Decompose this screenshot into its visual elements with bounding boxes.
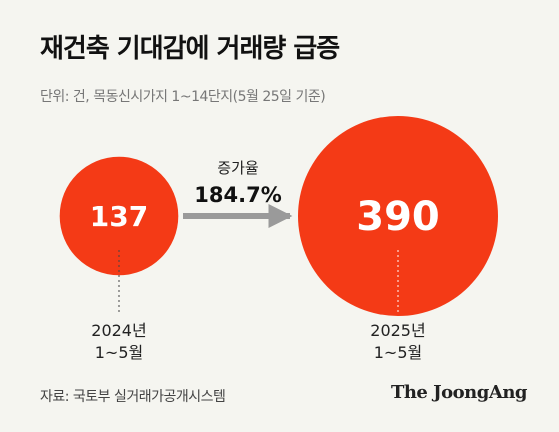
value-label-2025: 390 — [356, 194, 440, 240]
bubble-2024 — [59, 156, 179, 276]
category-label-2025-period: 1~5월 — [374, 343, 423, 362]
category-label-2025-year: 2025년 — [370, 321, 425, 340]
source-note: 자료: 국토부 실거래가공개시스템 — [40, 389, 226, 405]
bubble-2025 — [298, 116, 498, 316]
value-label-2024: 137 — [90, 200, 148, 233]
category-label-2024-period: 1~5월 — [95, 343, 144, 362]
category-label-2024-year: 2024년 — [91, 321, 146, 340]
page-title: 재건축 기대감에 거래량 급증 — [40, 34, 340, 64]
growth-rate-value: 184.7% — [194, 183, 281, 207]
growth-rate-label: 증가율 — [217, 159, 258, 177]
unit-subtitle: 단위: 건, 목동신시가지 1~14단지(5월 25일 기준) — [40, 89, 326, 105]
brand-logo: The JoongAng — [390, 382, 528, 403]
